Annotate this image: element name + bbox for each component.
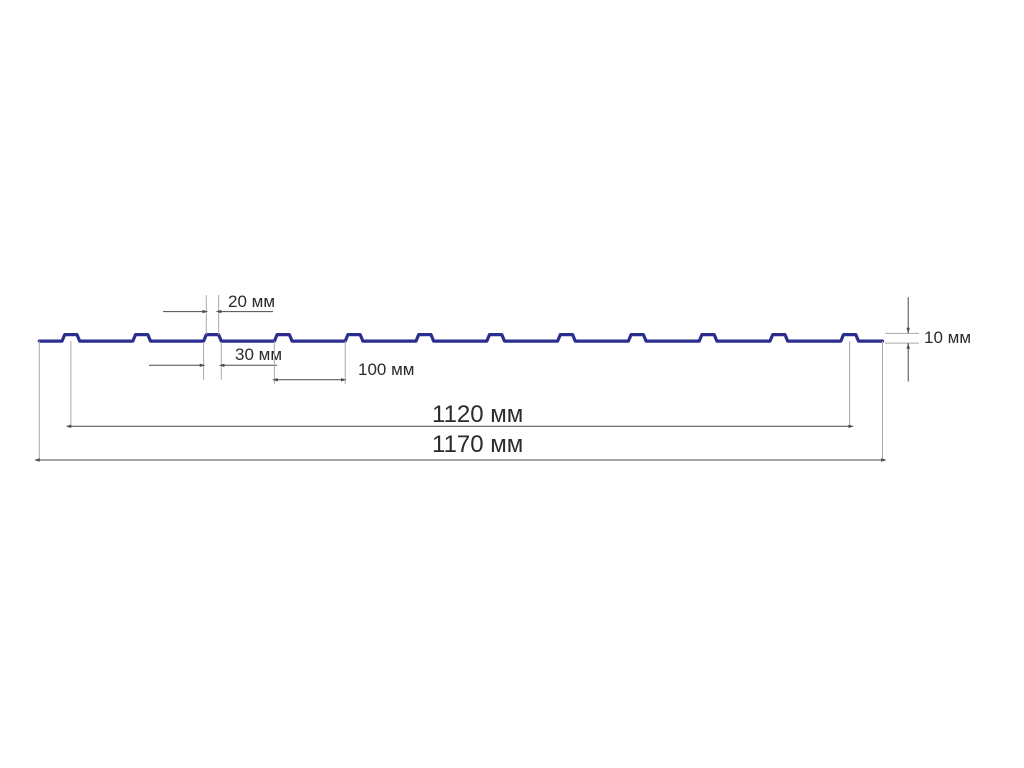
- svg-text:1120 мм: 1120 мм: [432, 401, 523, 428]
- svg-text:1170 мм: 1170 мм: [432, 431, 523, 458]
- svg-text:20 мм: 20 мм: [228, 292, 275, 311]
- svg-text:10 мм: 10 мм: [924, 328, 971, 347]
- svg-text:30 мм: 30 мм: [235, 345, 282, 364]
- svg-text:100 мм: 100 мм: [358, 360, 414, 379]
